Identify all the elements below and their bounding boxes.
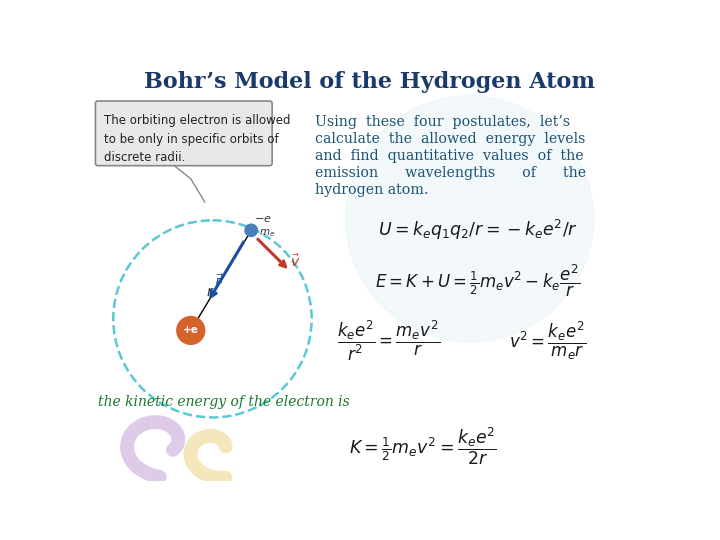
Circle shape bbox=[177, 316, 204, 345]
Text: the kinetic energy of the electron is: the kinetic energy of the electron is bbox=[98, 395, 349, 409]
Text: $K = \frac{1}{2}m_ev^2 = \dfrac{k_ee^2}{2r}$: $K = \frac{1}{2}m_ev^2 = \dfrac{k_ee^2}{… bbox=[349, 425, 498, 467]
Text: $U = k_eq_1q_2/r = -k_ee^2/r$: $U = k_eq_1q_2/r = -k_ee^2/r$ bbox=[377, 218, 577, 242]
Text: and  find  quantitative  values  of  the: and find quantitative values of the bbox=[315, 148, 583, 163]
Circle shape bbox=[245, 224, 258, 237]
Text: $\vec{v}$: $\vec{v}$ bbox=[290, 254, 300, 270]
Text: The orbiting electron is allowed
to be only in specific orbits of
discrete radii: The orbiting electron is allowed to be o… bbox=[104, 114, 290, 164]
Text: $r$: $r$ bbox=[206, 285, 215, 299]
FancyBboxPatch shape bbox=[96, 101, 272, 166]
Text: $-e$: $-e$ bbox=[254, 214, 272, 224]
Text: $\dfrac{k_ee^2}{r^2} = \dfrac{m_ev^2}{r}$: $\dfrac{k_ee^2}{r^2} = \dfrac{m_ev^2}{r}… bbox=[337, 318, 440, 363]
Text: $v^2 = \dfrac{k_ee^2}{m_er}$: $v^2 = \dfrac{k_ee^2}{m_er}$ bbox=[508, 319, 586, 362]
Text: hydrogen atom.: hydrogen atom. bbox=[315, 183, 428, 197]
Text: +e: +e bbox=[183, 326, 199, 335]
Text: $m_e$: $m_e$ bbox=[259, 227, 275, 239]
Text: Using  these  four  postulates,  let’s: Using these four postulates, let’s bbox=[315, 115, 570, 129]
Text: emission      wavelengths      of      the: emission wavelengths of the bbox=[315, 166, 586, 180]
Text: $\vec{F}$: $\vec{F}$ bbox=[214, 273, 224, 292]
Text: calculate  the  allowed  energy  levels: calculate the allowed energy levels bbox=[315, 132, 585, 146]
Text: Bohr’s Model of the Hydrogen Atom: Bohr’s Model of the Hydrogen Atom bbox=[143, 71, 595, 93]
Circle shape bbox=[346, 96, 594, 342]
Text: $E = K + U = \frac{1}{2}m_ev^2 - k_e\dfrac{e^2}{r}$: $E = K + U = \frac{1}{2}m_ev^2 - k_e\dfr… bbox=[375, 262, 580, 299]
